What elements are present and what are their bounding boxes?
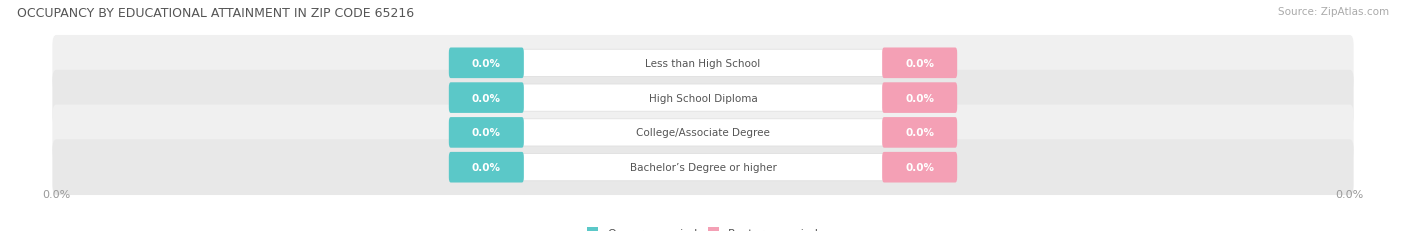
Legend: Owner-occupied, Renter-occupied: Owner-occupied, Renter-occupied	[586, 227, 820, 231]
Text: 0.0%: 0.0%	[905, 93, 934, 103]
Text: Bachelor’s Degree or higher: Bachelor’s Degree or higher	[630, 162, 776, 173]
FancyBboxPatch shape	[882, 83, 957, 113]
FancyBboxPatch shape	[520, 154, 886, 181]
Text: 0.0%: 0.0%	[905, 128, 934, 138]
FancyBboxPatch shape	[520, 85, 886, 112]
Text: 0.0%: 0.0%	[472, 128, 501, 138]
Text: 0.0%: 0.0%	[905, 162, 934, 173]
Text: College/Associate Degree: College/Associate Degree	[636, 128, 770, 138]
FancyBboxPatch shape	[882, 118, 957, 148]
Text: 0.0%: 0.0%	[472, 162, 501, 173]
FancyBboxPatch shape	[449, 48, 524, 79]
Text: OCCUPANCY BY EDUCATIONAL ATTAINMENT IN ZIP CODE 65216: OCCUPANCY BY EDUCATIONAL ATTAINMENT IN Z…	[17, 7, 413, 20]
FancyBboxPatch shape	[520, 50, 886, 77]
Text: Less than High School: Less than High School	[645, 58, 761, 69]
FancyBboxPatch shape	[449, 118, 524, 148]
FancyBboxPatch shape	[52, 70, 1354, 126]
FancyBboxPatch shape	[52, 140, 1354, 195]
Text: High School Diploma: High School Diploma	[648, 93, 758, 103]
Text: 0.0%: 0.0%	[472, 58, 501, 69]
FancyBboxPatch shape	[520, 119, 886, 146]
FancyBboxPatch shape	[52, 105, 1354, 161]
Text: 0.0%: 0.0%	[905, 58, 934, 69]
Text: Source: ZipAtlas.com: Source: ZipAtlas.com	[1278, 7, 1389, 17]
FancyBboxPatch shape	[882, 152, 957, 183]
FancyBboxPatch shape	[52, 36, 1354, 91]
FancyBboxPatch shape	[449, 83, 524, 113]
FancyBboxPatch shape	[449, 152, 524, 183]
Text: 0.0%: 0.0%	[472, 93, 501, 103]
FancyBboxPatch shape	[882, 48, 957, 79]
